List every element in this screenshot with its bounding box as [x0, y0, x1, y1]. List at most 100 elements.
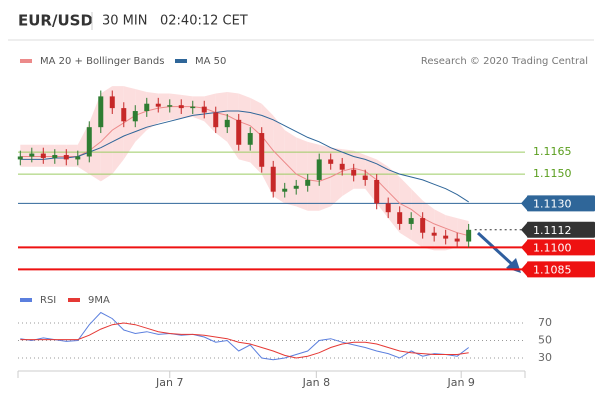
x-tick-label: Jan 9 — [446, 376, 474, 389]
candle-body — [316, 159, 322, 180]
bollinger-band — [227, 91, 239, 160]
bollinger-band — [89, 93, 101, 182]
bollinger-band — [445, 215, 458, 251]
bollinger-band — [77, 122, 90, 175]
x-tick-label: Jan 8 — [302, 376, 330, 389]
candle-body — [351, 169, 357, 176]
bollinger-band — [43, 144, 55, 167]
bollinger-band — [66, 144, 78, 167]
candle-body — [17, 156, 23, 160]
level-box-tip — [521, 195, 528, 212]
bollinger-band — [100, 86, 113, 182]
candle-body — [201, 106, 207, 113]
candle-body — [75, 156, 81, 160]
level-label: 1.1130 — [533, 197, 572, 210]
candle-body — [339, 163, 345, 170]
level-label: 1.1100 — [533, 241, 572, 254]
legend-label: MA 50 — [195, 56, 226, 67]
level-box — [527, 221, 595, 238]
candle-body — [40, 153, 46, 158]
bollinger-band — [238, 93, 251, 163]
candle-body — [86, 127, 92, 157]
candle-body — [29, 153, 35, 157]
level-box-tip — [521, 239, 528, 256]
candle-body — [454, 238, 460, 242]
level-box — [527, 195, 595, 212]
bollinger-band — [330, 147, 343, 207]
candle-body — [293, 185, 299, 189]
candle-body — [178, 105, 184, 109]
bollinger-band — [319, 144, 331, 211]
bollinger-band — [273, 115, 285, 204]
time: 02:40:12 CET — [160, 14, 248, 29]
candle-body — [305, 179, 311, 186]
ma-line — [20, 110, 469, 203]
forecast-arrow — [476, 231, 516, 268]
candle-body — [466, 229, 472, 242]
symbol: EUR/USD — [18, 12, 93, 30]
candle-body — [121, 108, 127, 122]
legend-swatch — [20, 59, 32, 63]
level-box-tip — [521, 221, 528, 238]
candle-body — [132, 111, 138, 122]
candle-body — [420, 218, 426, 233]
bollinger-band — [434, 209, 446, 251]
bollinger-band — [399, 177, 412, 241]
bollinger-band — [422, 200, 435, 251]
candle-body — [431, 232, 437, 236]
candle-body — [109, 96, 115, 109]
ma-line — [20, 106, 469, 237]
indicator-line — [20, 322, 469, 359]
indicator-line — [20, 311, 470, 361]
candle-body — [328, 159, 334, 164]
bollinger-band — [20, 144, 32, 167]
bollinger-band — [215, 91, 228, 142]
bollinger-band — [250, 97, 262, 175]
x-tick-label: Jan 7 — [155, 376, 183, 389]
bollinger-band — [307, 141, 320, 211]
legend-label: MA 20 + Bollinger Bands — [40, 56, 164, 67]
candle-body — [190, 106, 196, 109]
y-tick-label: 70 — [538, 316, 552, 329]
level-box-tip — [521, 261, 528, 278]
bollinger-band — [457, 218, 469, 248]
legend-swatch — [20, 298, 32, 302]
candle-body — [397, 212, 403, 224]
bollinger-band — [146, 91, 159, 131]
candle-body — [259, 133, 265, 167]
level-label: 1.1165 — [533, 145, 572, 158]
candle-body — [144, 103, 150, 112]
candle-body — [224, 119, 230, 128]
y-tick-label: 30 — [538, 351, 552, 364]
candle-body — [408, 218, 414, 224]
candle-body — [52, 155, 58, 158]
bollinger-band — [31, 144, 44, 167]
legend-label: RSI — [40, 295, 56, 306]
bollinger-band — [158, 93, 170, 123]
candle-body — [385, 203, 391, 213]
y-tick-label: 50 — [538, 333, 552, 346]
candle-body — [362, 175, 368, 180]
candle-body — [374, 179, 380, 204]
bollinger-band — [123, 86, 136, 160]
level-label: 1.1085 — [533, 263, 572, 276]
legend-label: 9MA — [88, 295, 110, 306]
candle-body — [282, 188, 288, 192]
candle-body — [247, 133, 253, 145]
bollinger-band — [54, 144, 67, 167]
candle-body — [98, 96, 104, 128]
candle-body — [63, 155, 69, 160]
level-box — [527, 261, 595, 278]
bollinger-band — [388, 166, 400, 233]
candle-body — [213, 112, 219, 128]
level-box — [527, 239, 595, 256]
candle-body — [155, 103, 161, 107]
legend-swatch — [68, 298, 80, 302]
candle-body — [270, 166, 276, 192]
bollinger-band — [261, 103, 274, 197]
legend-swatch — [175, 59, 187, 63]
bollinger-band — [365, 155, 377, 204]
credit: Research © 2020 Trading Central — [421, 56, 588, 67]
